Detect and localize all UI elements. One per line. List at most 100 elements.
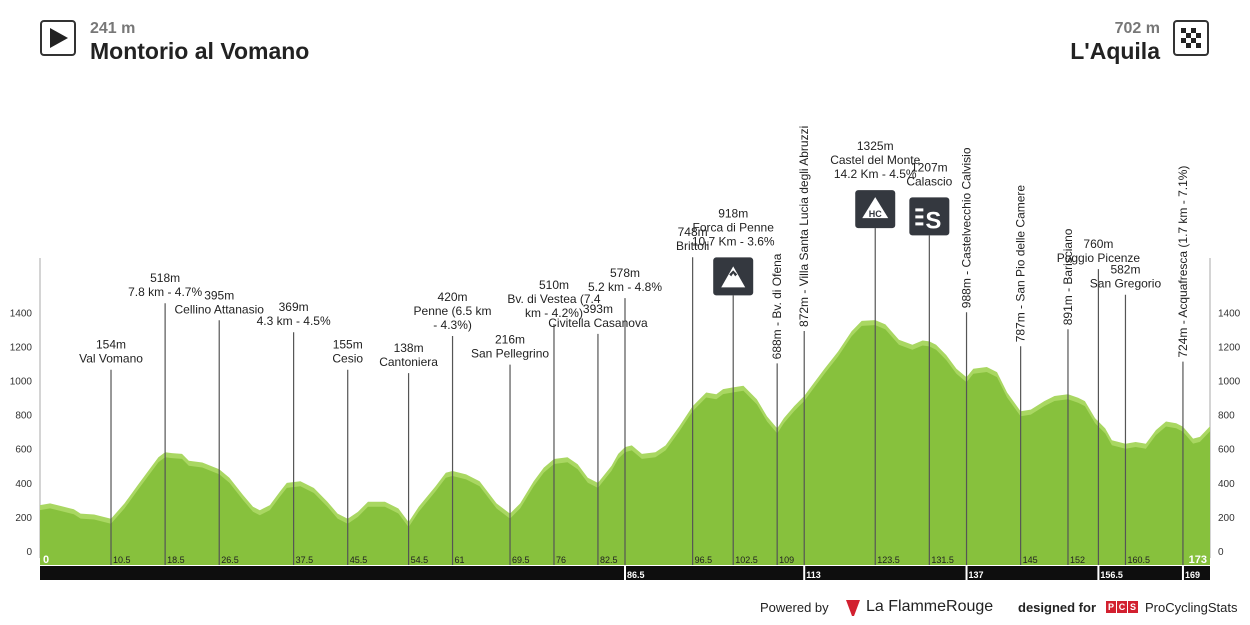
waypoint-altitude: 578m (610, 266, 640, 280)
distance-bar-label: 137 (969, 570, 984, 580)
km-mark-label: 76 (556, 555, 566, 565)
waypoint-altitude: 748m (678, 225, 708, 239)
distance-bar-label: 113 (806, 570, 821, 580)
finish-km-label: 173 (1189, 554, 1207, 566)
waypoint-altitude: 138m (394, 341, 424, 355)
distance-bar-label: 156.5 (1100, 570, 1123, 580)
waypoint-vertical-label: 688m - Bv. di Ofena (770, 253, 784, 359)
y-tick-label: 400 (15, 479, 32, 490)
km-mark-label: 131.5 (931, 555, 954, 565)
play-icon (40, 20, 76, 56)
waypoint-label: 14.2 Km - 4.5% (834, 167, 917, 181)
km-mark-label: 152 (1070, 555, 1085, 565)
y-tick-label: 200 (15, 513, 32, 524)
waypoint-label: San Pellegrino (471, 347, 549, 361)
waypoint-altitude: 420m (438, 290, 468, 304)
y-tick-label: 1000 (1218, 377, 1241, 388)
waypoint-altitude: 518m (150, 271, 180, 285)
km-mark-label: 10.5 (113, 555, 131, 565)
waypoint-altitude: 760m (1083, 237, 1113, 251)
waypoint-label: Penne (6.5 km (414, 304, 492, 318)
waypoint-altitude: 582m (1110, 263, 1140, 277)
waypoint-altitude: 216m (495, 333, 525, 347)
km-mark-label: 26.5 (221, 555, 239, 565)
start-altitude: 241 m (90, 20, 136, 37)
waypoint-label: Calascio (906, 174, 952, 188)
waypoint-label: 4.3 km - 4.5% (257, 314, 331, 328)
y-tick-label: 200 (1218, 513, 1235, 524)
waypoint-vertical-label: 872m - Villa Santa Lucia degli Abruzzi (797, 126, 811, 327)
flamme-rouge-logo-icon (846, 600, 860, 616)
waypoint-altitude: 395m (204, 288, 234, 302)
y-tick-label: 600 (15, 445, 32, 456)
waypoint-altitude: 154m (96, 338, 126, 352)
waypoint-label: Bv. di Vestea (7.4 (507, 292, 600, 306)
waypoint-label: Castel del Monte (830, 153, 920, 167)
waypoint-label: Cesio (332, 352, 363, 366)
flamme-rouge-brand: La FlammeRouge (866, 598, 994, 615)
km-mark-label: 45.5 (350, 555, 368, 565)
km-mark-label: 18.5 (167, 555, 185, 565)
km-mark-label: 37.5 (296, 555, 314, 565)
km-mark-label: 54.5 (411, 555, 429, 565)
pcs-badge-letter: C (1117, 601, 1127, 613)
km-mark-label: 160.5 (1127, 555, 1150, 565)
y-tick-label: 1400 (1218, 308, 1241, 319)
y-tick-label: 1200 (1218, 342, 1241, 353)
distance-bar-divider (803, 566, 806, 580)
distance-bar-divider (1181, 566, 1184, 580)
distance-bar-divider (965, 566, 968, 580)
waypoint-altitude: 918m (718, 206, 748, 220)
waypoint-label: Val Vomano (79, 352, 143, 366)
waypoint-altitude: 1207m (911, 160, 948, 174)
pcs-name: ProCyclingStats (1145, 600, 1238, 615)
waypoint-vertical-label: 724m - Acquafresca (1.7 km - 7.1%) (1176, 166, 1190, 358)
y-tick-label: 1000 (10, 377, 33, 388)
km-mark-label: 96.5 (695, 555, 713, 565)
waypoint-vertical-label: 787m - San Pio delle Camere (1014, 185, 1028, 343)
sprint-icon: S (909, 197, 950, 236)
waypoint-label: Civitella Casanova (548, 316, 648, 330)
checkered-flag-icon (1173, 20, 1209, 56)
waypoint-label: 10.7 Km - 3.6% (692, 234, 775, 248)
waypoint-vertical-label: 988m - Castelvecchio Calvisio (960, 147, 974, 308)
waypoint-label: Brittoli (676, 239, 709, 253)
finish-town: L'Aquila (1070, 38, 1160, 64)
y-tick-label: 800 (1218, 411, 1235, 422)
waypoint-altitude: 1325m (857, 139, 894, 153)
finish-altitude: 702 m (1114, 20, 1160, 37)
y-tick-label: 1200 (10, 342, 33, 353)
start-town: Montorio al Vomano (90, 38, 310, 64)
pcs-logo-icon: P C S (1106, 601, 1139, 613)
waypoint-label: 7.8 km - 4.7% (128, 285, 202, 299)
km-mark-label: 102.5 (735, 555, 758, 565)
designed-for-label: designed for (1018, 600, 1097, 615)
distance-bar-label: 86.5 (627, 570, 645, 580)
waypoint-label: Poggio Picenze (1057, 251, 1141, 265)
pcs-badge-letter: P (1106, 601, 1116, 613)
km-mark-label: 69.5 (512, 555, 530, 565)
km-mark-label: 123.5 (877, 555, 900, 565)
start-km-label: 0 (43, 554, 49, 566)
km-mark-label: 61 (455, 555, 465, 565)
y-tick-label: 800 (15, 411, 32, 422)
waypoint-altitude: 510m (539, 278, 569, 292)
distance-bar-divider (1097, 566, 1100, 580)
y-tick-label: 0 (1218, 547, 1224, 558)
waypoint-label: km - 4.2%) (525, 306, 583, 320)
y-tick-label: 400 (1218, 479, 1235, 490)
powered-by-label: Powered by (760, 600, 829, 615)
sprint-badge-text: S (925, 207, 941, 234)
y-tick-label: 600 (1218, 445, 1235, 456)
waypoint-label: - 4.3%) (433, 318, 472, 332)
waypoint-vertical-label: 891m - Barisciano (1061, 228, 1075, 325)
km-mark-label: 82.5 (600, 555, 618, 565)
mountain-icon (713, 257, 754, 296)
km-mark-label: 145 (1023, 555, 1038, 565)
waypoint-altitude: 155m (333, 338, 363, 352)
hc-icon: HC (855, 190, 896, 229)
waypoint-label: San Gregorio (1090, 277, 1162, 291)
distance-bar-label: 169 (1185, 570, 1200, 580)
pcs-badge-letter: S (1128, 601, 1138, 613)
